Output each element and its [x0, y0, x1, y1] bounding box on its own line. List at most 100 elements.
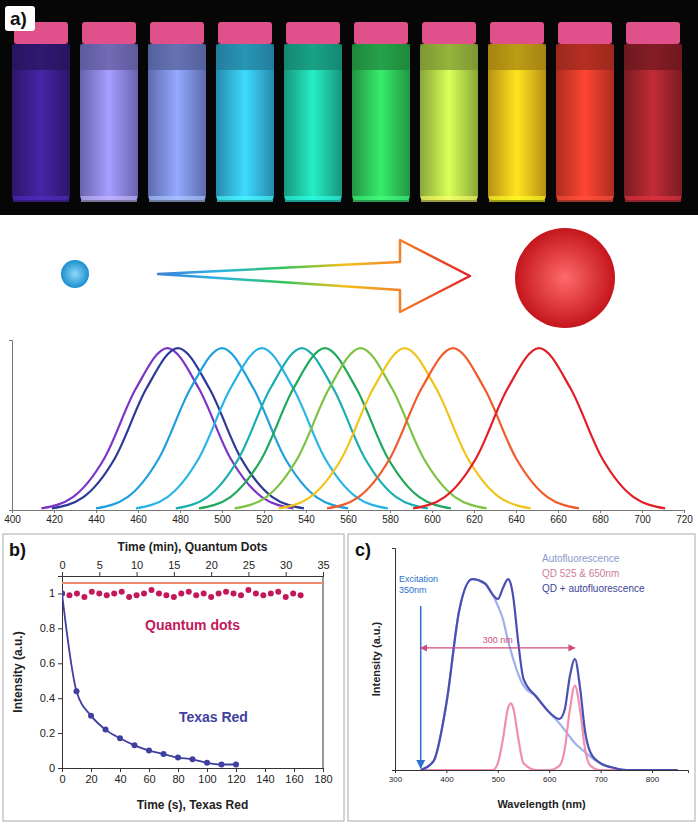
- x-axis-tick-label: 400: [440, 775, 454, 784]
- data-point: [141, 590, 147, 596]
- x-axis-tick: 500: [492, 770, 506, 784]
- x-axis-tick: 680: [592, 510, 609, 525]
- chart-0: 4004204404604805005205405605806006206406…: [4, 341, 693, 526]
- y-axis-tick: 0.4: [40, 692, 62, 704]
- x-axis-tick-mark: [265, 768, 266, 772]
- vial-neck: [352, 44, 410, 70]
- y-axis-tick: 0.6: [40, 657, 62, 669]
- x2-axis-tick-mark: [99, 572, 100, 576]
- data-point: [66, 592, 72, 598]
- x2-axis-tick-mark: [174, 572, 175, 576]
- vial: [352, 22, 410, 202]
- x-axis-tick: 800: [646, 770, 660, 784]
- x2-axis-title: Time (min), Quantum Dots: [118, 540, 268, 554]
- vial-cap: [150, 22, 204, 44]
- x2-axis-tick-label: 20: [206, 559, 218, 571]
- x-axis-tick: 80: [172, 768, 184, 785]
- x2-axis-tick-mark: [62, 572, 63, 576]
- y-axis-tick-mark: [58, 663, 62, 664]
- data-point: [161, 751, 167, 757]
- x-axis-tick-mark: [222, 510, 223, 513]
- x-axis-tick-label: 60: [143, 773, 155, 785]
- x-axis-tick-mark: [549, 770, 550, 773]
- x-axis-tick-label: 600: [543, 775, 557, 784]
- small-quantum-dot: [61, 260, 89, 288]
- vial-base-glow: [285, 196, 341, 202]
- x-axis-tick-label: 440: [88, 514, 105, 525]
- data-point: [186, 589, 192, 595]
- vial-body: [488, 44, 546, 200]
- data-point: [204, 760, 210, 766]
- x-axis-tick: 60: [143, 768, 155, 785]
- x2-axis-tick-label: 35: [317, 559, 329, 571]
- x-axis-tick-label: 140: [256, 773, 274, 785]
- data-point: [134, 592, 140, 598]
- x-axis-tick: 480: [172, 510, 189, 525]
- x-axis-tick-label: 300: [389, 775, 403, 784]
- y-axis: 00.20.40.60.81: [40, 577, 63, 775]
- data-point: [62, 590, 65, 596]
- data-point: [126, 594, 132, 600]
- data-point: [148, 587, 154, 593]
- data-point: [193, 592, 199, 598]
- x-axis-tick: 600: [424, 510, 441, 525]
- x-axis: 020406080100120140160180: [59, 768, 332, 785]
- excitation-arrow: [420, 606, 422, 768]
- panel-label: a): [10, 8, 27, 29]
- x2-axis-tick: 20: [206, 559, 218, 576]
- y-axis-tick: 0: [49, 762, 62, 774]
- x-axis-tick: 660: [550, 510, 567, 525]
- x-axis: 4004204404604805005205405605806006206406…: [4, 510, 693, 525]
- vial-base-glow: [557, 196, 613, 202]
- x-axis-tick-label: 80: [172, 773, 184, 785]
- vial-neck: [80, 44, 138, 70]
- vial-neck: [216, 44, 274, 70]
- x2-axis-tick: 25: [243, 559, 255, 576]
- vial: [80, 22, 138, 202]
- data-point: [104, 592, 110, 598]
- vial-neck: [556, 44, 614, 70]
- x-axis-tick-mark: [642, 510, 643, 513]
- x-axis-tick-mark: [96, 510, 97, 513]
- x-axis-tick-label: 660: [550, 514, 567, 525]
- annotation: Excitation350nm: [399, 574, 438, 768]
- vial-cap: [422, 22, 476, 44]
- x-axis-tick-label: 460: [130, 514, 147, 525]
- x-axis-tick-mark: [207, 768, 208, 772]
- legend: AutofluorescenceQD 525 & 650nmQD + autof…: [542, 553, 645, 594]
- x-axis-tick-label: 160: [285, 773, 303, 785]
- x-axis-line: [13, 511, 685, 514]
- vial: [216, 22, 274, 202]
- vial: [148, 22, 206, 202]
- x-axis-tick: 540: [298, 510, 315, 525]
- series-line: [41, 348, 293, 508]
- y-axis-tick-label: 1: [49, 587, 55, 599]
- x-axis-tick-mark: [294, 768, 295, 772]
- size-arrow: [158, 240, 470, 312]
- vial-cap: [490, 22, 544, 44]
- data-point: [62, 590, 65, 596]
- data-point: [231, 590, 237, 596]
- x2-axis-tick-label: 5: [97, 559, 103, 571]
- data-point: [201, 590, 207, 596]
- vial-body: [420, 44, 478, 200]
- x-axis-tick-mark: [558, 510, 559, 513]
- y-axis-tick: 0.2: [40, 727, 62, 739]
- x-axis-tick: 720: [676, 510, 693, 525]
- x-axis-tick-mark: [178, 768, 179, 772]
- x-axis-tick-mark: [601, 770, 602, 773]
- x-axis-tick-label: 0: [59, 773, 65, 785]
- x2-axis-tick-mark: [137, 572, 138, 576]
- excitation-label-line: 350nm: [399, 585, 427, 595]
- x2-axis-tick-mark: [211, 572, 212, 576]
- vial: [420, 22, 478, 202]
- x-axis-tick: 140: [256, 768, 274, 785]
- x2-axis-tick-label: 15: [168, 559, 180, 571]
- x-axis-tick-label: 720: [676, 514, 693, 525]
- x2-axis-tick: 15: [168, 559, 180, 576]
- y-axis-title: Intensity (a.u.): [370, 621, 382, 696]
- x-axis-tick-mark: [390, 510, 391, 513]
- data-point: [146, 748, 152, 754]
- vial-neck: [624, 44, 682, 70]
- vial-base-glow: [81, 196, 137, 202]
